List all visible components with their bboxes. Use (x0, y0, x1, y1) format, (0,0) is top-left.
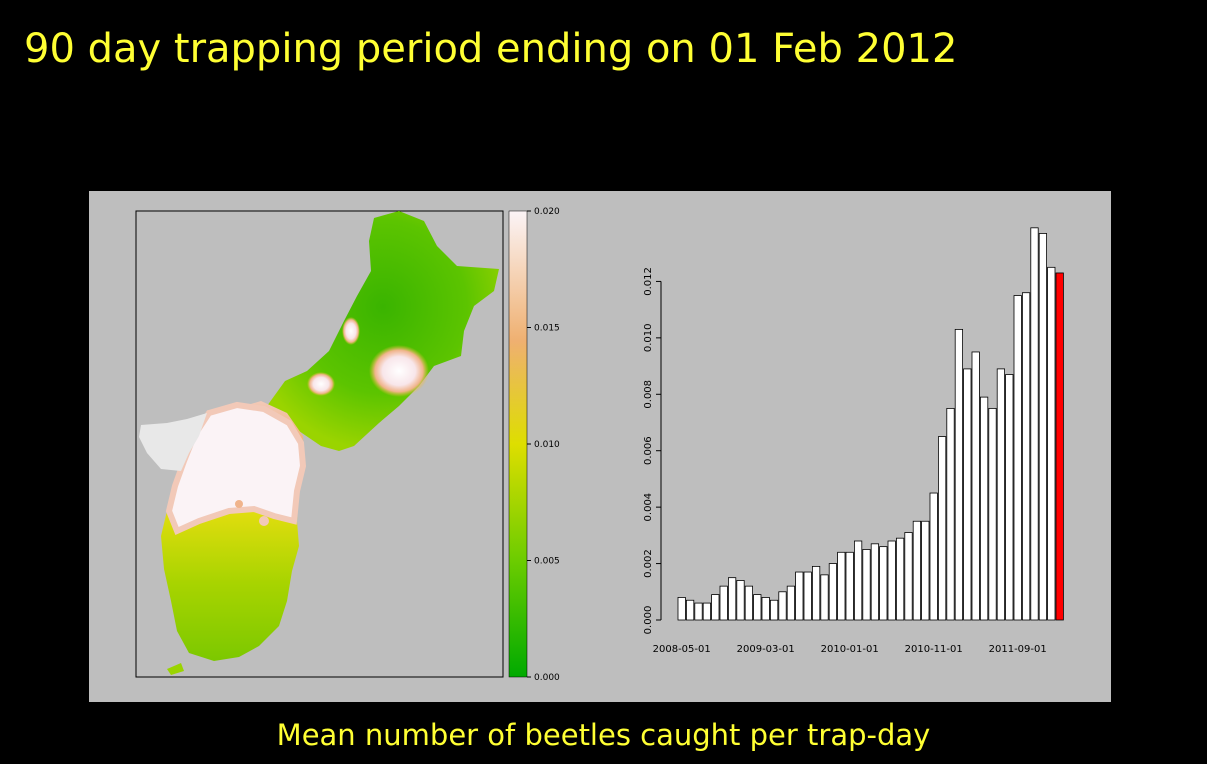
bar (812, 565, 821, 621)
y-axis: 0.000 0.002 0.004 0.006 0.008 0.010 0.012 (643, 267, 662, 635)
bar (996, 368, 1006, 621)
bar (971, 351, 980, 621)
map-region-north (267, 211, 499, 451)
bar (879, 546, 888, 621)
bar (1005, 374, 1014, 621)
y-tick-label: 0.004 (643, 493, 654, 522)
map-frame (135, 210, 504, 678)
y-tick-label: 0.012 (643, 267, 654, 296)
bar (887, 540, 896, 621)
colorbar-tick-label: 0.000 (534, 673, 560, 683)
colorbar-tick-label: 0.015 (534, 324, 560, 334)
bar (938, 436, 947, 621)
bar (1047, 266, 1056, 621)
bar-chart: 0.000 0.002 0.004 0.006 0.008 0.010 0.012 2008… (643, 227, 1064, 655)
bar (828, 563, 838, 621)
map-hotspot-dot (235, 500, 243, 508)
bar (963, 368, 972, 621)
bar-highlight (1055, 272, 1064, 621)
slide-title: 90 day trapping period ending on 01 Feb … (24, 26, 958, 72)
bar (778, 591, 787, 621)
bar (719, 585, 728, 621)
colorbar-tick-label: 0.005 (534, 557, 560, 567)
colorbar-gradient (508, 210, 528, 678)
bar (845, 551, 854, 621)
map-hotspot-east (369, 345, 429, 397)
x-tick-label: 2010-01-01 (821, 644, 879, 655)
bar (954, 328, 964, 621)
bar (870, 543, 880, 621)
x-tick-label: 2009-03-01 (737, 644, 795, 655)
bar (854, 540, 863, 621)
colorbar: 0.000 0.005 0.010 0.015 0.020 (508, 207, 560, 683)
x-tick-label: 2008-05-01 (653, 644, 711, 655)
colorbar-tick-label: 0.010 (534, 440, 560, 450)
bar (753, 594, 762, 621)
y-tick-label: 0.002 (643, 549, 654, 578)
y-tick-label: 0.006 (643, 436, 654, 465)
bar (929, 492, 938, 621)
map-region-nodata (139, 413, 207, 471)
bar (1013, 295, 1022, 621)
bar (694, 602, 703, 621)
bar (711, 594, 720, 621)
map-hotspot-north (342, 317, 360, 345)
map-plot (135, 210, 504, 678)
bar (744, 585, 754, 621)
bar (786, 585, 796, 621)
bar (904, 532, 913, 621)
colorbar-tick-label: 0.020 (534, 207, 560, 217)
x-axis-labels: 2008-05-01 2009-03-01 2010-01-01 2010-11-01… (653, 644, 1047, 655)
bar-series (677, 227, 1064, 621)
bar (803, 571, 812, 621)
bar (837, 551, 846, 621)
bar (896, 537, 905, 621)
bar (820, 574, 829, 621)
y-tick-label: 0.008 (643, 380, 654, 409)
bar (770, 599, 779, 621)
bar (677, 597, 686, 621)
map-hotspot-dot-2 (259, 516, 269, 526)
bar (1038, 233, 1048, 621)
map-hotspot-mid (307, 372, 335, 396)
bar (686, 599, 695, 621)
bar (980, 396, 989, 621)
bar (988, 407, 997, 621)
y-tick-label: 0.000 (643, 606, 654, 635)
slide-caption: Mean number of beetles caught per trap-d… (276, 718, 931, 752)
colorbar-ticks: 0.000 0.005 0.010 0.015 0.020 (527, 207, 560, 683)
map-hotspot-large (165, 401, 307, 536)
x-tick-label: 2010-11-01 (905, 644, 963, 655)
y-tick-label: 0.010 (643, 324, 654, 353)
bar (728, 577, 737, 621)
bar (1030, 227, 1039, 621)
bar (921, 520, 930, 621)
bar (1022, 292, 1031, 621)
bar (946, 407, 955, 621)
bar (761, 597, 770, 621)
figure-panel: 0.000 0.005 0.010 0.015 0.020 0.000 0.002 0.00… (89, 191, 1111, 702)
map-islet (167, 663, 184, 675)
bar (702, 602, 712, 621)
bar (736, 580, 745, 621)
bar (912, 520, 922, 621)
bar (795, 571, 804, 621)
bar (862, 549, 871, 621)
x-tick-label: 2011-09-01 (989, 644, 1047, 655)
